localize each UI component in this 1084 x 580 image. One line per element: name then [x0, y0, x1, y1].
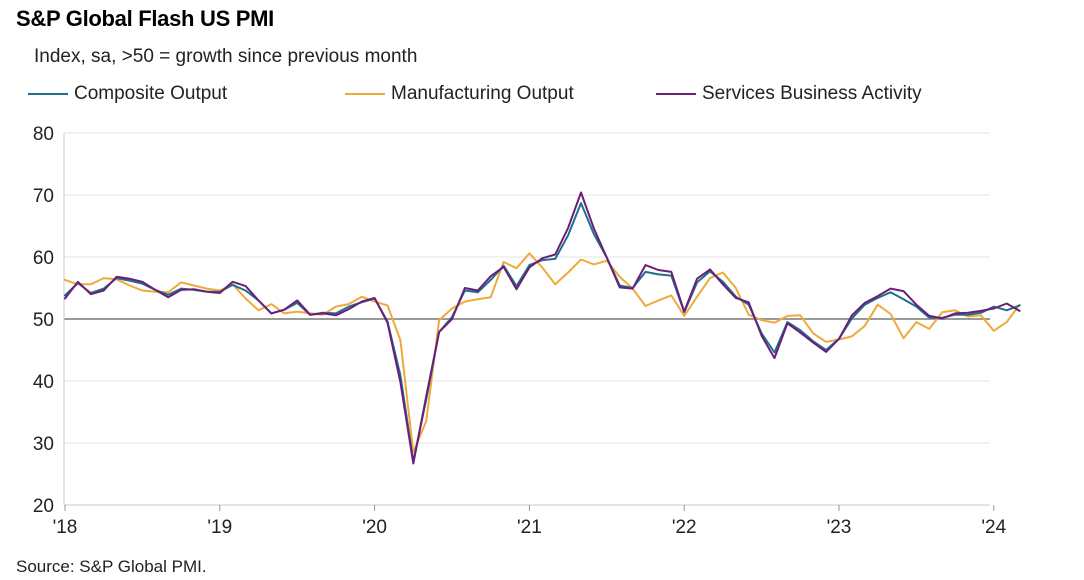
- x-tick-label: '24: [981, 517, 1006, 538]
- series-line-services-business-activity: [64, 191, 1021, 465]
- x-tick-label: '19: [207, 517, 232, 538]
- x-tick-label: '23: [827, 517, 852, 538]
- y-tick-label-80: 80: [33, 124, 54, 145]
- x-axis-ticks: '18 '19 '20 '21 '22 '23 '24: [53, 505, 1007, 538]
- gridlines: [63, 132, 990, 506]
- legend-item-composite-output: Composite Output: [28, 83, 227, 105]
- series-line-manufacturing-output: [64, 252, 1021, 454]
- legend-label-composite-output: Composite Output: [74, 83, 228, 104]
- legend-swatch-manufacturing-output: [345, 93, 385, 95]
- chart-title: S&P Global Flash US PMI: [16, 6, 274, 31]
- chart-subtitle: Index, sa, >50 = growth since previous m…: [34, 46, 418, 67]
- legend-label-manufacturing-output: Manufacturing Output: [391, 83, 574, 104]
- source-note: Source: S&P Global PMI.: [16, 557, 207, 576]
- y-axis-ticks: 20 30 40 50 60 70 80: [33, 124, 54, 517]
- legend-swatch-services-business-activity: [656, 93, 696, 95]
- y-tick-label-70: 70: [33, 186, 54, 207]
- y-tick-label-50: 50: [33, 310, 54, 331]
- x-tick-label: '20: [362, 517, 387, 538]
- legend-swatch-composite-output: [28, 93, 68, 95]
- y-tick-label-60: 60: [33, 248, 54, 269]
- x-tick-label: '21: [517, 517, 542, 538]
- series-line-composite-output: [64, 202, 1021, 463]
- x-tick-label: '22: [672, 517, 697, 538]
- y-tick-label-40: 40: [33, 372, 54, 393]
- series-lines: [64, 191, 1021, 465]
- y-tick-label-20: 20: [33, 496, 54, 517]
- legend-item-services-business-activity: Services Business Activity: [656, 83, 922, 105]
- x-tick-label: '18: [53, 517, 78, 538]
- legend-label-services-business-activity: Services Business Activity: [702, 83, 922, 104]
- legend-item-manufacturing-output: Manufacturing Output: [345, 83, 574, 105]
- y-tick-label-30: 30: [33, 434, 54, 455]
